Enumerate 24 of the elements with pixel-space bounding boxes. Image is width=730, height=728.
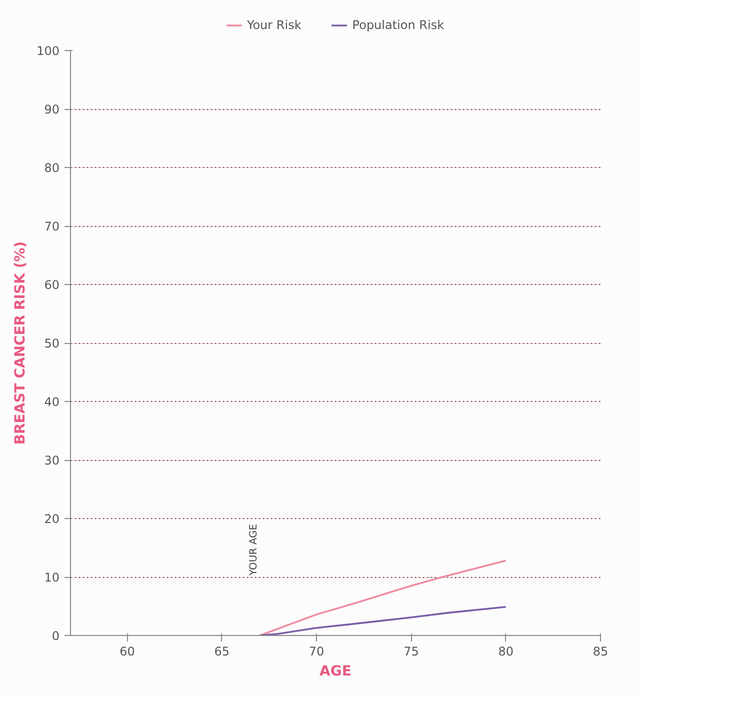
y-tick-label: 10 (44, 570, 60, 584)
x-tick-label: 65 (214, 644, 230, 658)
y-tick-label: 80 (44, 161, 60, 175)
annotation: YOUR AGE (248, 524, 260, 576)
y-axis-title: BREAST CANCER RISK (%) (12, 241, 29, 445)
x-tick-label: 80 (498, 644, 514, 658)
y-tick-label: 40 (44, 395, 60, 409)
y-tick-label: 60 (44, 278, 60, 292)
y-tick-label: 70 (44, 220, 60, 234)
line-series (258, 560, 507, 636)
x-tick-label: 85 (592, 644, 608, 658)
y-tick-label: 50 (44, 336, 60, 350)
x-axis-title: AGE (320, 664, 352, 680)
x-tick-label: 60 (120, 644, 135, 658)
y-tick-label: 90 (44, 102, 60, 116)
y-tick-label: 100 (36, 44, 60, 58)
y-tick-label: 30 (44, 454, 60, 468)
y-tick-label: 0 (52, 629, 60, 643)
legend-label: Your Risk (246, 17, 302, 33)
legend-label: Population Risk (352, 17, 444, 33)
x-tick-label: 75 (404, 644, 419, 658)
line-series (258, 606, 507, 636)
y-tick-label: 20 (44, 512, 60, 526)
x-tick-label: 70 (308, 644, 324, 658)
